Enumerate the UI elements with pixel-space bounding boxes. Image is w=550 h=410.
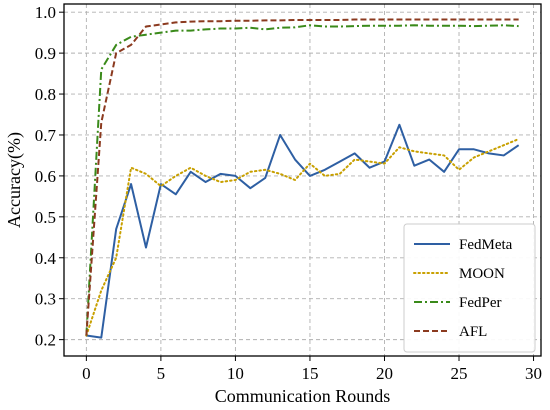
x-tick-label: 5 xyxy=(157,364,166,383)
legend-label: FedMeta xyxy=(459,237,513,253)
y-axis-label: Accuracy(%) xyxy=(4,132,25,228)
legend: FedMeta MOON FedPer AFL xyxy=(403,223,536,353)
grid-layer xyxy=(64,4,541,356)
x-axis-label: Communication Rounds xyxy=(215,386,391,406)
y-tick-label: 0.9 xyxy=(35,44,56,63)
plot-frame xyxy=(63,3,542,357)
x-tick-label: 0 xyxy=(82,364,91,383)
legend-box xyxy=(403,223,536,353)
legend-label: MOON xyxy=(459,266,505,282)
x-tick-label: 20 xyxy=(376,364,393,383)
y-tick-label: 0.3 xyxy=(35,290,56,309)
y-tick-label: 0.7 xyxy=(35,126,57,145)
y-tick-label: 0.8 xyxy=(35,85,56,104)
series-layer xyxy=(85,18,520,339)
y-tick-label: 0.4 xyxy=(35,249,57,268)
series-line-afl xyxy=(85,18,519,336)
x-tick-label: 30 xyxy=(525,364,542,383)
y-tick-label: 0.5 xyxy=(35,208,56,227)
legend-label: FedPer xyxy=(459,295,502,311)
tick-layer: 0 5 10 15 20 25 30 0.2 0.3 0.4 0.5 0.6 0.7 0.8 0.9 1.0 xyxy=(35,3,542,383)
x-tick-label: 15 xyxy=(301,364,318,383)
y-tick-label: 1.0 xyxy=(35,3,56,22)
x-tick-label: 10 xyxy=(227,364,244,383)
x-tick-label: 25 xyxy=(451,364,468,383)
series-line-fedper xyxy=(85,24,519,336)
legend-label: AFL xyxy=(459,324,487,340)
series-line-fedmeta xyxy=(86,123,520,339)
y-tick-label: 0.6 xyxy=(35,167,56,186)
series-line-moon xyxy=(85,138,520,337)
y-tick-label: 0.2 xyxy=(35,331,56,350)
